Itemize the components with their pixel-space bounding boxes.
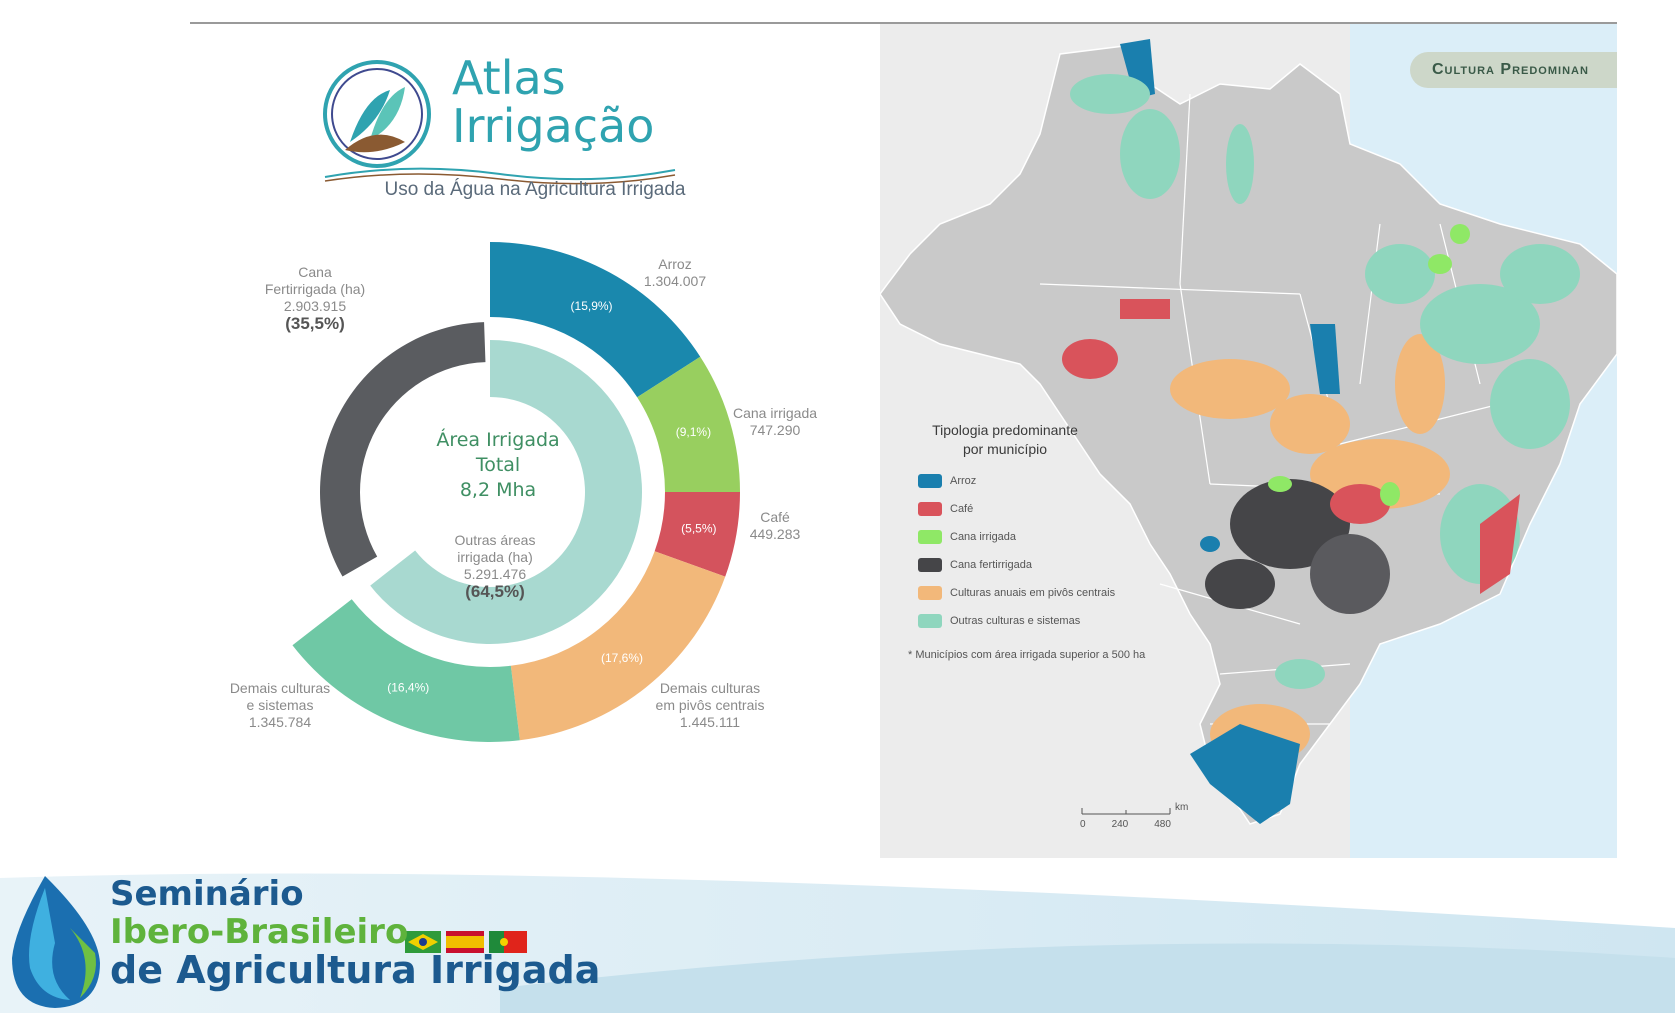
slide: Atlas Irrigação Uso da Água na Agricultu… <box>190 22 1617 862</box>
arroz-value: 1.304.007 <box>643 273 707 289</box>
segment-arroz-pct: (15,9%) <box>571 299 613 313</box>
demais-sistemas-line2: e sistemas <box>246 697 314 713</box>
outras-value: 5.291.476 <box>463 566 527 582</box>
map-panel: Cultura Predominan Tipologia predominant… <box>880 24 1617 860</box>
footer-banner <box>0 858 1675 1013</box>
seminar-line2: Ibero-Brasileiro <box>110 912 409 952</box>
scale-t1: 240 <box>1111 819 1129 830</box>
seminar-line3: de Agricultura Irrigada <box>110 948 601 992</box>
left-panel: Atlas Irrigação Uso da Água na Agricultu… <box>190 24 880 860</box>
atlas-title: Atlas Irrigação <box>452 54 654 150</box>
legend-label: Arroz <box>950 475 977 487</box>
legend-swatch <box>918 614 942 628</box>
segment-demais-pivos <box>510 551 726 741</box>
outras-line2: irrigada (ha) <box>457 549 533 565</box>
outras-line1: Outras áreas <box>454 532 536 548</box>
segment-cafe <box>654 492 740 577</box>
atlas-subtitle: Uso da Água na Agricultura Irrigada <box>384 179 686 200</box>
map-footnote: * Municípios com área irrigada superior … <box>908 649 1146 661</box>
map-legend: Tipologia predominante por município Arr… <box>910 421 1115 635</box>
cana-irrigada-value: 747.290 <box>749 422 801 438</box>
legend-swatch <box>918 586 942 600</box>
scale-t2: 480 <box>1154 819 1171 830</box>
brazil-map <box>880 24 1617 860</box>
legend-swatch <box>918 530 942 544</box>
flags-icon <box>405 931 527 953</box>
segment-demais-sistemas-pct: (16,4%) <box>387 681 429 695</box>
cana-fert-line2: Fertirrigada (ha) <box>264 281 366 297</box>
outras-pct: (64,5%) <box>465 582 525 601</box>
scale-bar: 0 240 480 km <box>1080 802 1200 830</box>
label-demais-pivos: Demais culturas em pivôs centrais 1.445.… <box>635 680 785 731</box>
legend-swatch <box>918 558 942 572</box>
segment-cafe-pct: (5,5%) <box>681 521 716 535</box>
segment-demais-sistemas <box>292 599 520 742</box>
legend-item-cana-irrigada: Cana irrigada <box>918 523 1115 551</box>
donut-center-label: Área Irrigada Total 8,2 Mha <box>378 428 618 503</box>
center-line1: Área Irrigada <box>436 429 560 451</box>
atlas-title-line2: Irrigação <box>452 99 655 153</box>
legend-label: Outras culturas e sistemas <box>950 615 1081 627</box>
center-line2: Total <box>475 454 521 476</box>
legend-title: Tipologia predominante por município <box>910 421 1100 459</box>
demais-pivos-value: 1.445.111 <box>679 714 741 730</box>
legend-label: Cana irrigada <box>950 531 1017 543</box>
segment-cana-irrigada-pct: (9,1%) <box>676 425 711 439</box>
segment-arroz <box>490 242 701 398</box>
legend-item-cafe: Café <box>918 495 1115 523</box>
label-arroz: Arroz 1.304.007 <box>625 256 725 290</box>
legend-swatch <box>918 502 942 516</box>
segment-outras <box>370 340 642 644</box>
label-demais-sistemas: Demais culturas e sistemas 1.345.784 <box>205 680 355 731</box>
segment-cana-irrigada <box>637 356 740 492</box>
cana-fert-pct: (35,5%) <box>285 314 345 333</box>
cafe-label: Café <box>760 509 790 525</box>
legend-title-line2: por município <box>962 441 1048 457</box>
map-title-badge: Cultura Predominan <box>1410 52 1617 88</box>
cafe-value: 449.283 <box>749 526 801 542</box>
label-cafe: Café 449.283 <box>735 509 815 543</box>
demais-pivos-line2: em pivôs centrais <box>655 697 765 713</box>
segment-demais-pivos-pct: (17,6%) <box>601 651 643 665</box>
water-drop-icon <box>12 876 100 1008</box>
legend-label: Culturas anuais em pivôs centrais <box>950 587 1116 599</box>
legend-item-arroz: Arroz <box>918 467 1115 495</box>
center-line3: 8,2 Mha <box>459 479 537 501</box>
demais-sistemas-value: 1.345.784 <box>248 714 312 730</box>
cana-fert-line1: Cana <box>298 264 332 280</box>
scale-unit: km <box>1175 802 1189 813</box>
arroz-label: Arroz <box>658 256 692 272</box>
seminar-title: Seminário Ibero-Brasileiro de Agricultur… <box>110 875 600 989</box>
atlas-title-line1: Atlas <box>452 51 566 105</box>
legend-label: Cana fertirrigada <box>950 559 1032 571</box>
scale-bar-line <box>1081 808 1171 815</box>
demais-pivos-line1: Demais culturas <box>659 680 761 696</box>
label-cana-irrigada: Cana irrigada 747.290 <box>720 405 830 439</box>
cana-irrigada-label: Cana irrigada <box>732 405 818 421</box>
seminar-line1: Seminário <box>110 874 304 914</box>
map-regions <box>1062 39 1580 824</box>
legend-swatch <box>918 474 942 488</box>
legend-item-outras: Outras culturas e sistemas <box>918 607 1115 635</box>
legend-item-cana-fertirrigada: Cana fertirrigada <box>918 551 1115 579</box>
atlas-logo <box>323 60 676 185</box>
legend-title-line1: Tipologia predominante <box>932 422 1078 438</box>
donut-chart: (15,9%) (9,1%) (5,5%) (17,6%) (16,4%) <box>292 242 740 742</box>
cana-fert-value: 2.903.915 <box>283 298 347 314</box>
label-outras: Outras áreas irrigada (ha) 5.291.476 (64… <box>435 532 555 601</box>
legend-label: Café <box>950 503 974 515</box>
legend-item-pivos: Culturas anuais em pivôs centrais <box>918 579 1115 607</box>
label-cana-fert: Cana Fertirrigada (ha) 2.903.915 (35,5%) <box>245 264 385 333</box>
segment-cana-fert <box>320 322 486 577</box>
demais-sistemas-line1: Demais culturas <box>229 680 331 696</box>
scale-t0: 0 <box>1080 819 1086 830</box>
